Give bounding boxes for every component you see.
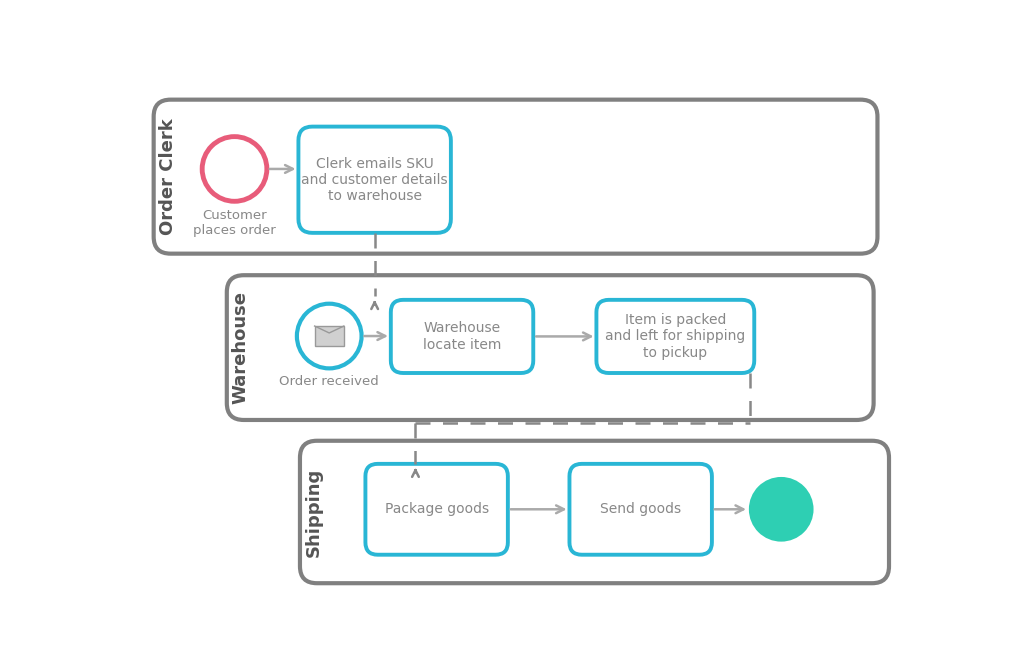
Text: Warehouse
locate item: Warehouse locate item: [423, 322, 501, 352]
Text: Customer
places order: Customer places order: [194, 209, 275, 237]
FancyBboxPatch shape: [596, 300, 755, 373]
FancyBboxPatch shape: [391, 300, 534, 373]
Text: Order received: Order received: [280, 375, 379, 387]
Text: Warehouse: Warehouse: [231, 291, 250, 404]
Text: Item is packed
and left for shipping
to pickup: Item is packed and left for shipping to …: [605, 313, 745, 360]
Text: Clerk emails SKU
and customer details
to warehouse: Clerk emails SKU and customer details to…: [301, 157, 447, 203]
Text: Shipping: Shipping: [305, 468, 323, 557]
Polygon shape: [314, 326, 344, 346]
Text: Order Clerk: Order Clerk: [159, 119, 176, 235]
FancyBboxPatch shape: [366, 464, 508, 555]
FancyBboxPatch shape: [298, 127, 451, 233]
FancyBboxPatch shape: [569, 464, 712, 555]
Text: Send goods: Send goods: [600, 502, 681, 517]
Circle shape: [749, 477, 813, 541]
Text: Package goods: Package goods: [385, 502, 488, 517]
